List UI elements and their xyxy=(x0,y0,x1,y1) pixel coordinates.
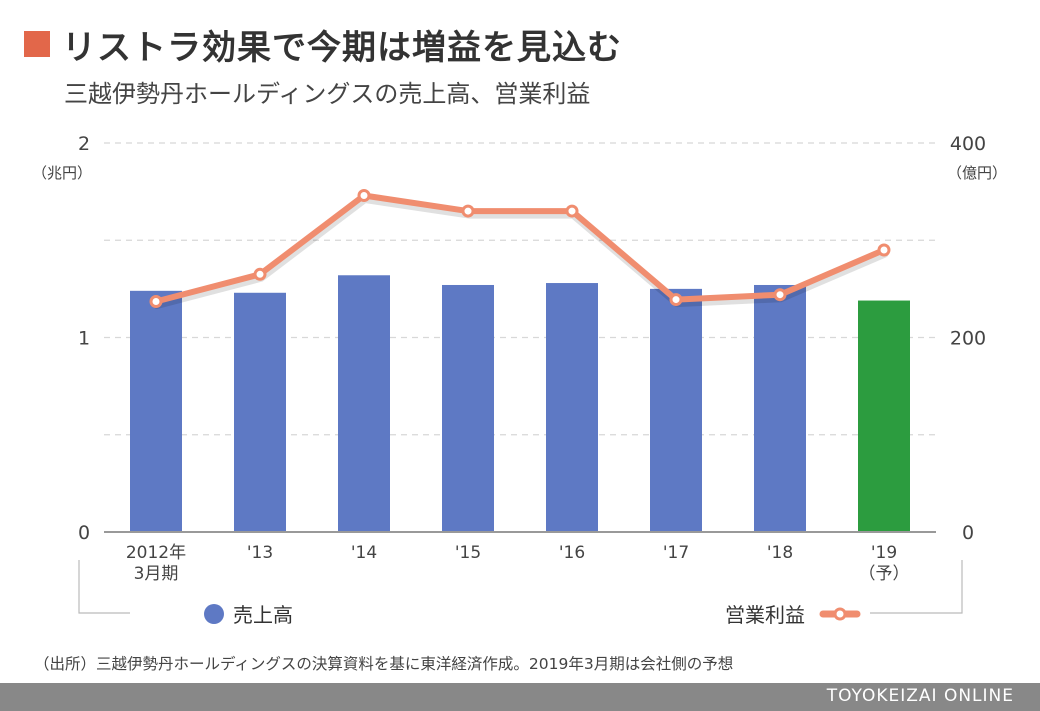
source-note: （出所）三越伊勢丹ホールディングスの決算資料を基に東洋経済作成。2019年3月期… xyxy=(34,655,734,673)
left-axis-unit: （兆円） xyxy=(32,164,92,182)
legend-line-point xyxy=(833,607,847,621)
left-axis-tick: 0 xyxy=(78,522,90,544)
left-axis-tick: 1 xyxy=(78,328,90,350)
bar xyxy=(546,283,598,532)
line-point xyxy=(669,293,683,307)
x-axis-tick: '15 xyxy=(455,543,481,563)
right-axis-tick: 400 xyxy=(950,133,986,155)
line-point xyxy=(877,243,891,257)
legend-bar-label: 売上高 xyxy=(233,603,293,627)
chart-subtitle: 三越伊勢丹ホールディングスの売上高、営業利益 xyxy=(64,80,591,108)
footer-brand: TOYOKEIZAI ONLINE xyxy=(826,686,1014,706)
title-marker xyxy=(24,31,50,57)
bar xyxy=(650,288,702,532)
line-point xyxy=(357,189,371,203)
x-axis-tick: '19 xyxy=(871,543,897,563)
legend-line-label: 営業利益 xyxy=(725,603,805,627)
x-axis-tick: 2012年 xyxy=(126,543,186,563)
line-point xyxy=(253,267,267,281)
legend-bar-marker xyxy=(204,604,224,624)
x-axis-tick: '14 xyxy=(351,543,377,563)
title-row: リストラ効果で今期は増益を見込む xyxy=(24,22,622,68)
line-point xyxy=(565,204,579,218)
profit-line xyxy=(153,192,887,305)
x-axis-tick: '13 xyxy=(247,543,273,563)
x-axis-tick: （予） xyxy=(859,564,910,584)
legend-frame-left xyxy=(78,560,130,614)
bar xyxy=(754,284,806,532)
x-axis-tick: 3月期 xyxy=(134,564,179,584)
bar xyxy=(130,290,182,532)
left-axis-tick: 2 xyxy=(78,133,90,155)
legend-frame-right xyxy=(870,560,963,614)
bar xyxy=(338,275,390,532)
bar xyxy=(858,300,910,532)
line-shadow xyxy=(153,196,889,310)
line-point xyxy=(149,295,163,309)
line-point xyxy=(773,288,787,302)
x-axis-tick: '17 xyxy=(663,543,689,563)
right-axis-unit: （億円） xyxy=(947,164,1007,182)
x-axis-tick: '16 xyxy=(559,543,585,563)
right-axis-tick: 0 xyxy=(962,522,974,544)
bar xyxy=(442,284,494,532)
right-axis-tick: 200 xyxy=(950,328,986,350)
line-point xyxy=(461,204,475,218)
x-axis-tick: '18 xyxy=(767,543,793,563)
bar xyxy=(234,292,286,532)
footer-bar: TOYOKEIZAI ONLINE xyxy=(0,683,1040,711)
chart-title: リストラ効果で今期は増益を見込む xyxy=(62,27,622,68)
